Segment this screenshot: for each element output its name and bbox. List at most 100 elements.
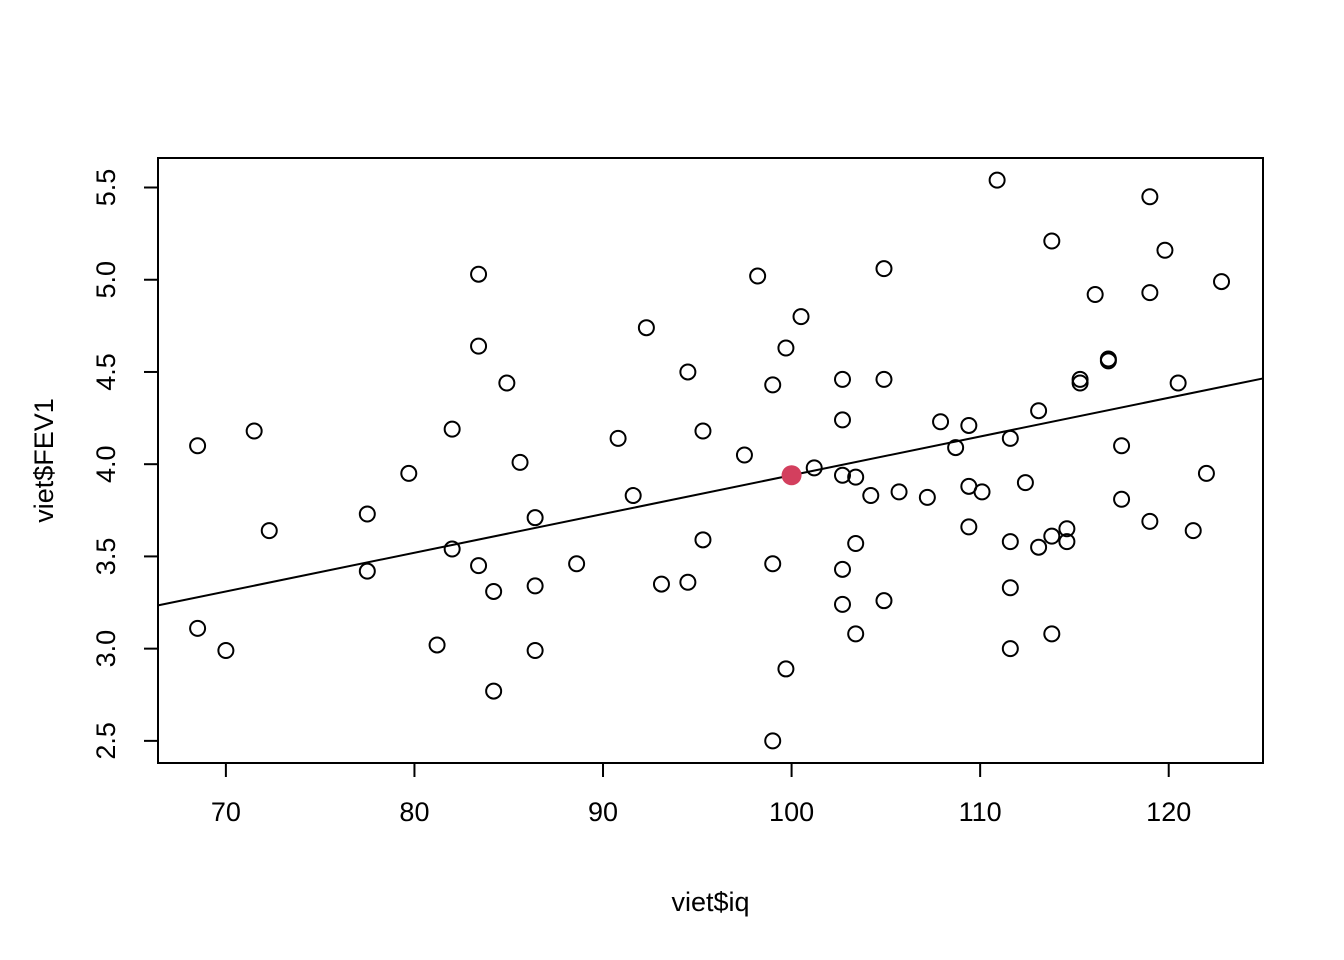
data-point	[932, 413, 950, 431]
data-point	[833, 411, 851, 429]
y-tick-label: 4.5	[91, 353, 121, 391]
data-point	[749, 267, 767, 285]
data-point	[1086, 285, 1104, 303]
data-point	[485, 682, 503, 700]
data-point	[1001, 640, 1019, 658]
y-axis: 2.5 3.0 3.5 4.0 4.5 5.0 5.5	[91, 169, 159, 760]
data-point	[833, 370, 851, 388]
data-point	[847, 625, 865, 643]
data-point	[568, 555, 586, 573]
data-point	[1141, 284, 1159, 302]
data-point	[694, 422, 712, 440]
plot-frame	[157, 157, 1264, 764]
data-point	[764, 732, 782, 750]
data-point	[960, 518, 978, 536]
points-layer	[189, 171, 1231, 750]
data-point	[679, 363, 697, 381]
data-point	[875, 260, 893, 278]
data-point	[1141, 188, 1159, 206]
data-point	[1113, 437, 1131, 455]
x-axis-title: viet$iq	[671, 887, 749, 917]
data-point	[189, 437, 207, 455]
data-point	[624, 487, 642, 505]
data-point	[847, 535, 865, 553]
data-point	[1016, 474, 1034, 492]
data-point	[1169, 374, 1187, 392]
regression-line	[157, 377, 1264, 607]
x-tick-label: 90	[588, 797, 618, 827]
data-point	[1071, 374, 1089, 392]
data-point	[1043, 527, 1061, 545]
data-point	[485, 582, 503, 600]
data-point	[217, 641, 235, 659]
data-point	[470, 337, 488, 355]
data-point	[526, 641, 544, 659]
data-point	[1099, 352, 1117, 370]
data-point	[470, 557, 488, 575]
data-point	[526, 509, 544, 527]
data-point	[694, 531, 712, 549]
x-tick-label: 70	[211, 797, 241, 827]
data-point	[637, 319, 655, 337]
data-point	[245, 422, 263, 440]
data-point	[498, 374, 516, 392]
regression-line-layer	[157, 377, 1264, 607]
highlight-point	[781, 465, 802, 486]
data-point	[805, 459, 823, 477]
data-point	[443, 540, 461, 558]
data-point	[847, 468, 865, 486]
data-point	[609, 429, 627, 447]
y-tick-label: 3.5	[91, 538, 121, 576]
data-point	[428, 636, 446, 654]
data-point	[358, 562, 376, 580]
data-point	[735, 446, 753, 464]
y-tick-label: 2.5	[91, 722, 121, 760]
y-tick-label: 5.0	[91, 261, 121, 299]
data-point	[652, 575, 670, 593]
data-point	[947, 439, 965, 457]
data-point	[777, 660, 795, 678]
data-point	[1043, 232, 1061, 250]
data-point	[1030, 538, 1048, 556]
data-point	[875, 370, 893, 388]
data-point	[1184, 522, 1202, 540]
data-point	[764, 376, 782, 394]
x-tick-label: 80	[399, 797, 429, 827]
data-point	[1113, 490, 1131, 508]
x-tick-label: 110	[959, 797, 1002, 827]
y-tick-label: 5.5	[91, 169, 121, 207]
data-point	[511, 453, 529, 471]
data-point	[1001, 429, 1019, 447]
data-point	[833, 466, 851, 484]
y-tick-label: 4.0	[91, 445, 121, 483]
data-point	[988, 171, 1006, 189]
data-point	[1141, 512, 1159, 530]
data-point	[1001, 533, 1019, 551]
data-point	[862, 487, 880, 505]
data-point	[1043, 625, 1061, 643]
data-point	[960, 416, 978, 434]
x-tick-label: 120	[1146, 797, 1191, 827]
data-point	[875, 592, 893, 610]
data-point	[260, 522, 278, 540]
data-point	[1156, 241, 1174, 259]
data-point	[189, 619, 207, 637]
data-point	[1197, 464, 1215, 482]
data-point	[792, 308, 810, 326]
data-point	[526, 577, 544, 595]
highlight-layer	[781, 465, 802, 486]
y-axis-title: viet$FEV1	[29, 398, 59, 523]
data-point	[973, 483, 991, 501]
data-point	[764, 555, 782, 573]
data-point	[679, 573, 697, 591]
data-point	[1058, 533, 1076, 551]
data-point	[358, 505, 376, 523]
data-point	[1058, 520, 1076, 538]
data-point	[400, 464, 418, 482]
data-point	[443, 420, 461, 438]
data-point	[1030, 402, 1048, 420]
data-point	[833, 595, 851, 613]
data-point	[777, 339, 795, 357]
data-point	[470, 265, 488, 283]
